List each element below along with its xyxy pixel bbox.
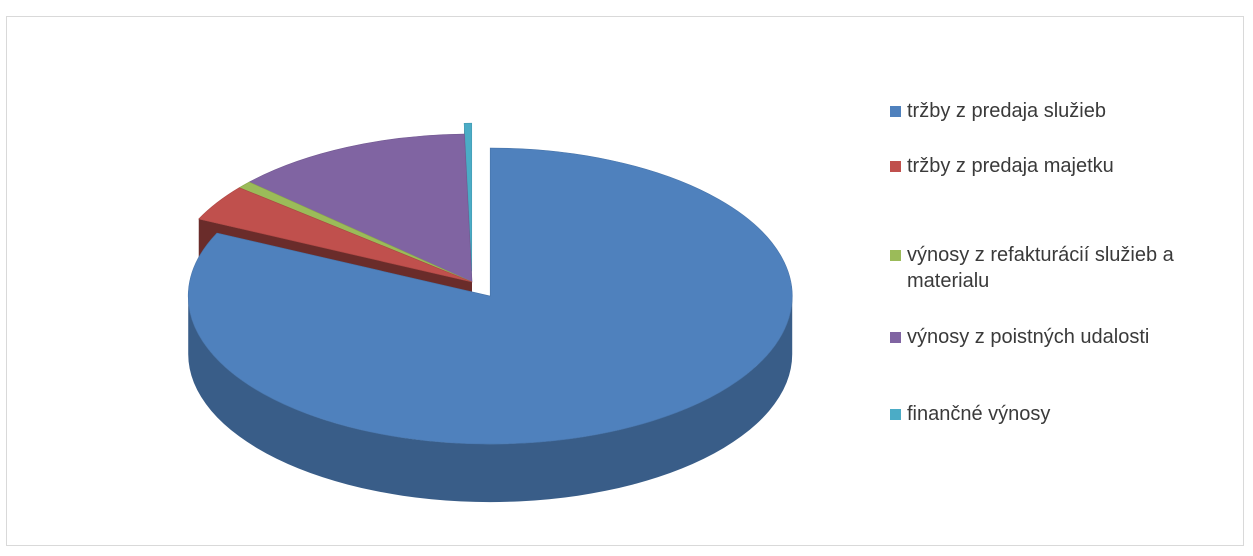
- pie-slice-1-wall: [188, 296, 793, 503]
- legend-item-4: výnosy z poistných udalosti: [890, 324, 1237, 350]
- legend-swatch-5: [890, 409, 901, 420]
- legend-swatch-3: [890, 250, 901, 261]
- pie-slice-2-top: [198, 187, 473, 283]
- pie-slice-1-top: [187, 147, 793, 445]
- legend-swatch-1: [890, 106, 901, 117]
- legend-swatch-4: [890, 332, 901, 343]
- legend-swatch-2: [890, 161, 901, 172]
- legend-label-3: výnosy z refakturácií služieb a material…: [907, 244, 1174, 292]
- pie-slice-4-top: [248, 133, 473, 283]
- legend-item-3: výnosy z refakturácií služieb a material…: [890, 242, 1237, 294]
- legend-item-1: tržby z predaja služieb: [890, 98, 1237, 124]
- legend-item-5: finančné výnosy: [890, 401, 1237, 427]
- legend-label-4: výnosy z poistných udalosti: [907, 326, 1150, 348]
- legend-label-5: finančné výnosy: [907, 403, 1051, 425]
- legend-label-1: tržby z predaja služieb: [907, 100, 1106, 122]
- legend-label-2: tržby z predaja majetku: [907, 155, 1114, 177]
- legend-item-2: tržby z predaja majetku: [890, 153, 1237, 179]
- pie-slice-1: [187, 147, 793, 503]
